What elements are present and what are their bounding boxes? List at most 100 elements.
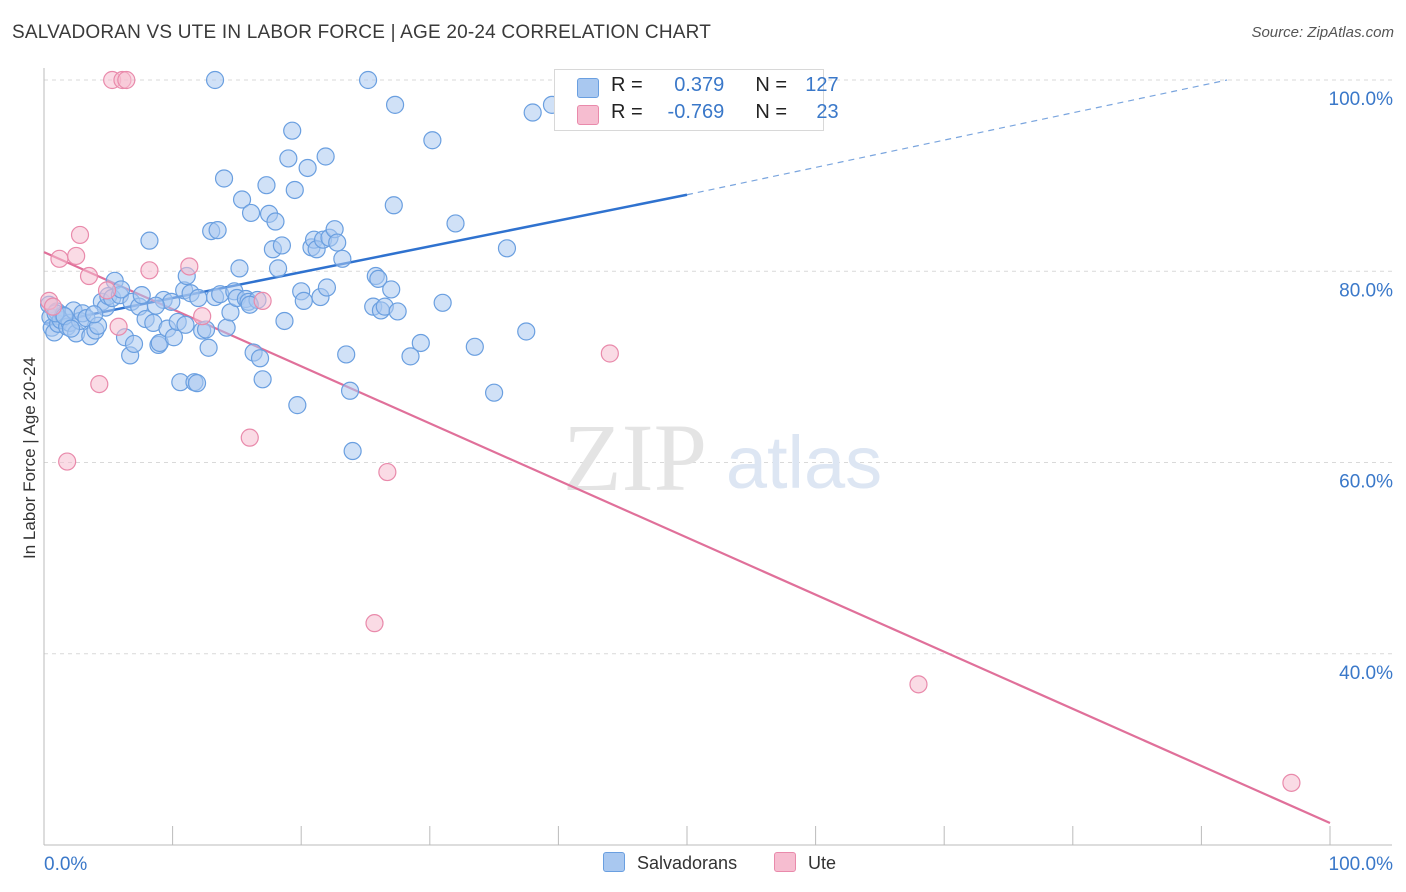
legend-r-label: R =: [611, 101, 643, 123]
bottom-legend-salvadorans: Salvadorans: [603, 852, 737, 874]
ute-point: [67, 246, 86, 266]
salvadorans-point: [257, 176, 276, 195]
ute-point: [117, 70, 136, 90]
salvadorans-point: [187, 374, 207, 393]
legend-n-label: N =: [755, 101, 788, 123]
ute-point: [97, 281, 117, 300]
salvadorans-point: [85, 305, 104, 324]
salvadorans-point: [317, 278, 337, 297]
salvadorans-point: [337, 345, 356, 364]
salvadorans-point: [358, 70, 378, 90]
salvadorans-point: [205, 70, 225, 90]
ute-point: [600, 344, 619, 363]
bottom-legend-label: Ute: [808, 853, 837, 873]
salvadorans-point: [333, 249, 352, 268]
ute-point: [109, 317, 128, 336]
bottom-legend-swatch-salvadorans: [603, 852, 625, 872]
legend-n-label: N =: [755, 74, 788, 96]
legend-n-value: 23: [816, 101, 839, 123]
salvadorans-point: [253, 370, 272, 389]
salvadorans-point: [288, 396, 307, 415]
salvadorans-point: [230, 259, 249, 278]
salvadorans-point: [340, 381, 360, 400]
data-points: [40, 70, 1301, 792]
salvadorans-point: [189, 288, 208, 308]
salvadorans-point: [388, 302, 407, 321]
ute-point: [70, 225, 90, 245]
salvadorans-point: [517, 322, 536, 341]
legend-r-label: R =: [611, 74, 643, 96]
salvadorans-point: [272, 236, 292, 255]
salvadorans-point: [384, 196, 403, 215]
salvadorans-point: [283, 121, 302, 140]
salvadorans-point: [176, 315, 195, 334]
salvadorans-point: [446, 214, 465, 233]
grid-lines: [44, 79, 1392, 655]
salvadorans-point: [401, 347, 420, 366]
ute-point: [140, 261, 159, 280]
source-note: Source: ZipAtlas.com: [1251, 24, 1394, 41]
salvadorans-point: [140, 231, 159, 250]
correlation-legend: R = 0.379 N = 127 R = -0.769 N = 23: [554, 69, 839, 131]
ute-point: [58, 452, 77, 471]
legend-swatch-ute: [577, 105, 599, 125]
bottom-legend-label: Salvadorans: [637, 853, 738, 873]
legend-swatch-salvadorans: [577, 78, 599, 98]
salvadorans-point: [232, 190, 252, 209]
ute-point: [180, 257, 199, 276]
salvadorans-point: [241, 203, 261, 223]
salvadorans-point: [275, 311, 294, 331]
y-tick-label: 80.0%: [1339, 280, 1393, 301]
salvadorans-point: [497, 239, 517, 258]
salvadorans-point: [124, 334, 144, 354]
salvadorans-point: [199, 338, 218, 357]
ute-point: [1282, 773, 1301, 792]
salvadorans-point: [328, 233, 347, 252]
salvadorans-point: [465, 337, 484, 356]
bottom-legend-swatch-ute: [774, 852, 796, 872]
x-tick-label: 100.0%: [1329, 854, 1394, 875]
legend-r-value: -0.769: [667, 101, 725, 123]
salvadorans-point: [217, 318, 236, 337]
salvadorans-point: [285, 180, 304, 200]
salvadorans-point: [214, 169, 234, 188]
axes: [43, 68, 1392, 846]
salvadorans-point: [250, 349, 270, 368]
salvadorans-point: [132, 286, 151, 305]
watermark: ZIP atlas: [563, 404, 882, 511]
salvadorans-point: [316, 147, 335, 166]
salvadorans-point: [146, 296, 165, 315]
salvadorans-point: [298, 158, 317, 178]
salvadorans-point: [268, 259, 288, 278]
tick-labels: 40.0% 60.0% 80.0% 100.0% 0.0% 100.0%: [44, 89, 1393, 875]
salvadorans-point: [485, 383, 504, 402]
salvadorans-point: [279, 149, 298, 168]
salvadorans-trend-extension: [686, 79, 1228, 196]
salvadorans-point: [411, 333, 430, 353]
salvadorans-point: [343, 441, 362, 461]
ute-point: [240, 428, 259, 447]
salvadorans-point: [294, 291, 313, 310]
salvadorans-point: [208, 221, 227, 240]
salvadorans-point: [382, 280, 401, 299]
watermark-zip: ZIP: [563, 404, 707, 511]
ute-point: [50, 249, 69, 268]
ute-point: [79, 266, 99, 286]
x-tick-label: 0.0%: [44, 854, 87, 875]
ute-point: [378, 462, 397, 482]
salvadorans-point: [61, 319, 81, 338]
salvadorans-point: [433, 293, 452, 312]
y-tick-label: 40.0%: [1339, 663, 1393, 684]
ute-point: [253, 291, 272, 310]
watermark-atlas: atlas: [726, 421, 882, 504]
ute-point: [43, 297, 63, 316]
salvadorans-point: [423, 131, 442, 150]
ute-point: [909, 675, 928, 694]
salvadorans-point: [523, 103, 542, 122]
salvadorans-point: [385, 95, 405, 114]
salvadorans-point: [266, 212, 285, 231]
legend-r-value: 0.379: [674, 74, 725, 96]
ute-point: [193, 307, 212, 326]
y-tick-label: 60.0%: [1339, 472, 1393, 493]
legend-n-value: 127: [805, 74, 839, 96]
